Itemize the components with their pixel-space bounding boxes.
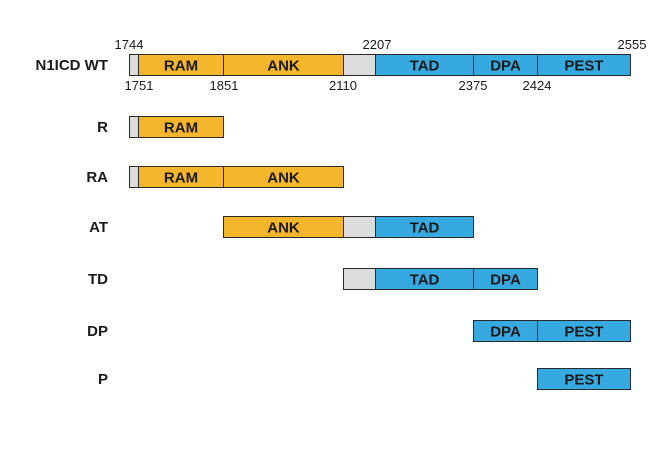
linker-box bbox=[343, 54, 376, 76]
domain-tad-label: TAD bbox=[410, 58, 440, 75]
construct-row: N1ICD WT RAM ANK TAD DPA PEST bbox=[36, 54, 631, 76]
residue-position-label: 2110 bbox=[329, 78, 357, 93]
domain-dpa-label: DPA bbox=[490, 58, 521, 75]
residue-position-label: 1744 bbox=[115, 37, 144, 52]
domain-dpa-label: DPA bbox=[490, 324, 521, 341]
domain-ank-label: ANK bbox=[267, 170, 300, 187]
construct-row: R RAM bbox=[97, 116, 224, 138]
residue-position-label: 2207 bbox=[363, 37, 392, 52]
domain-pest-box bbox=[537, 54, 631, 76]
domain-ram-label: RAM bbox=[164, 58, 198, 75]
domain-ank-label: ANK bbox=[267, 220, 300, 237]
residue-position-label: 1851 bbox=[210, 78, 239, 93]
domain-tad-label: TAD bbox=[410, 220, 440, 237]
domain-ank-label: ANK bbox=[267, 58, 300, 75]
residue-position-label: 2375 bbox=[459, 78, 488, 93]
domain-dpa-box bbox=[473, 268, 538, 290]
residue-position-label: 2424 bbox=[523, 78, 552, 93]
domain-pest-label: PEST bbox=[564, 324, 603, 341]
construct-row: P PEST bbox=[98, 368, 631, 390]
construct-label: N1ICD WT bbox=[36, 57, 109, 74]
construct-row: AT ANK TAD bbox=[89, 216, 474, 238]
construct-label: P bbox=[98, 371, 108, 388]
residue-position-label: 1751 bbox=[125, 78, 154, 93]
domain-pest-label: PEST bbox=[564, 372, 603, 389]
domain-pest-label: PEST bbox=[564, 58, 603, 75]
residue-position-label: 2555 bbox=[618, 37, 647, 52]
construct-row: TD TAD DPA bbox=[88, 268, 538, 290]
construct-label: AT bbox=[89, 219, 108, 236]
linker-box bbox=[129, 116, 139, 138]
domain-tad-label: TAD bbox=[410, 272, 440, 289]
domain-pest-box bbox=[537, 368, 631, 390]
domain-pest-box bbox=[537, 320, 631, 342]
construct-row: RA RAM ANK bbox=[86, 166, 344, 188]
construct-label: TD bbox=[88, 271, 108, 288]
linker-box bbox=[129, 166, 139, 188]
domain-ram-label: RAM bbox=[164, 120, 198, 137]
construct-row: DP DPA PEST bbox=[87, 320, 631, 342]
domain-dpa-label: DPA bbox=[490, 272, 521, 289]
construct-label: R bbox=[97, 119, 108, 136]
construct-label: DP bbox=[87, 323, 108, 340]
domain-ram-label: RAM bbox=[164, 170, 198, 187]
linker-box bbox=[129, 54, 139, 76]
linker-box bbox=[343, 216, 376, 238]
domain-ank-box bbox=[223, 166, 344, 188]
construct-label: RA bbox=[86, 169, 108, 186]
linker-box bbox=[343, 268, 376, 290]
domain-tad-box bbox=[375, 216, 474, 238]
domain-ram-box bbox=[138, 116, 224, 138]
